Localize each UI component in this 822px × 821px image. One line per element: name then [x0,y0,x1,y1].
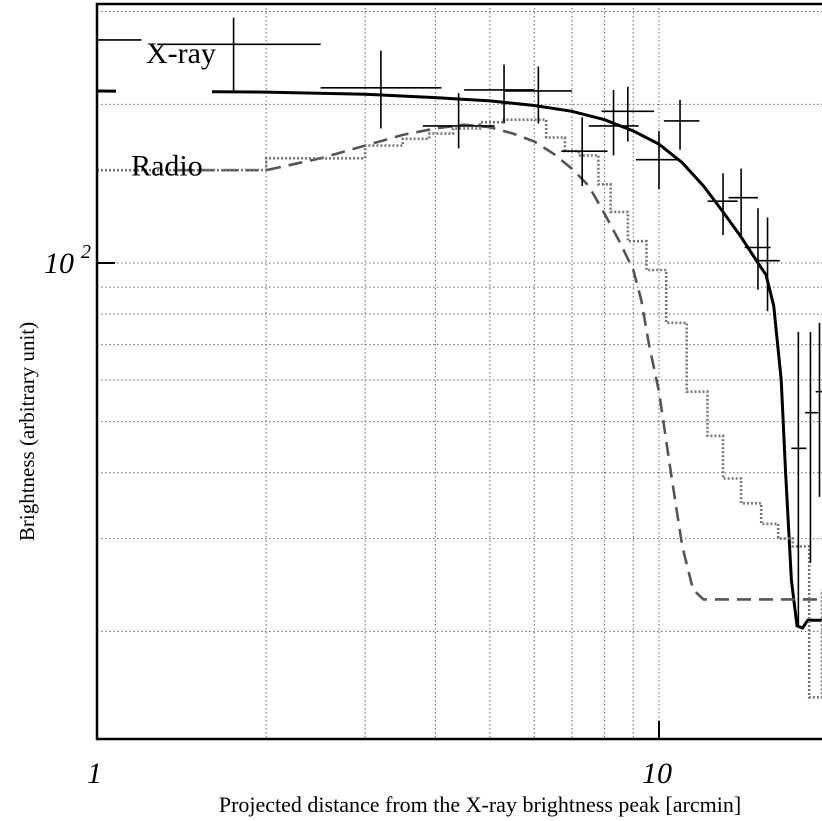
x-ray-data-point [601,86,655,142]
x-tick-label-10: 10 [642,757,672,790]
y-tick-label-100-exponent: 2 [81,241,91,263]
radio-series-label: Radio [131,150,203,183]
xray-model-curve [96,89,822,630]
plot-frame [95,2,822,741]
x-ray-data-point [791,331,807,626]
x-ray-data-point [464,64,535,124]
x-ray-data-point [157,17,321,91]
x-ray-data-point [561,117,608,186]
x-ray-data-point [635,130,678,190]
x-ray-data-point [588,89,639,156]
x-ray-data-point [744,208,771,290]
x-ray-data-point [422,93,495,149]
axis-ticks [97,261,661,739]
y-axis-title: Brightness (arbitrary unit) [15,322,39,541]
x-ray-data-point [320,50,442,129]
x-ray-data-point [805,331,819,563]
x-ray-data-point [663,99,700,150]
radio-data-histogram [97,118,822,699]
x-ray-series-label: X-ray [146,37,216,70]
label-layer: X-ray Radio [113,37,216,238]
x-ray-data-point [815,322,822,497]
x-ray-label-bg [116,64,212,102]
grid-lines [97,4,822,739]
x-ray-data-point [707,173,738,236]
errorbar-layer [97,17,822,626]
radio-model-curve [179,123,822,601]
x-ray-data-point [504,66,572,124]
series-layer [96,89,822,699]
x-tick-label-1: 1 [87,757,102,790]
x-axis-title: Projected distance from the X-ray bright… [219,792,741,817]
x-ray-data-point [757,217,780,312]
y-tick-label-100: 10 [44,247,74,280]
radio-label-bg [113,200,205,238]
x-ray-data-point [728,168,758,236]
